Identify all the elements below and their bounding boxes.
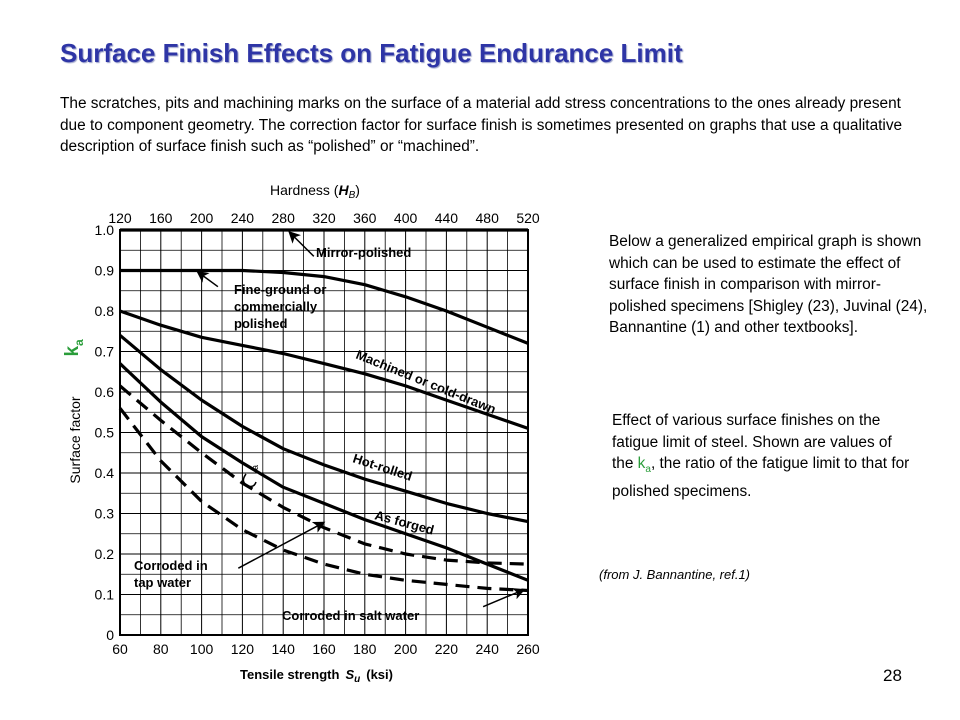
y-tick-label: 0 — [106, 627, 114, 643]
citation: (from J. Bannantine, ref.1) — [599, 567, 751, 582]
page-number: 28 — [883, 666, 902, 685]
hardness-tick-label: 200 — [190, 210, 214, 226]
hardness-tick-label: 480 — [476, 210, 500, 226]
label-salt-water: Corroded in salt water — [282, 608, 419, 623]
x-axis-title: Tensile strength Su (ksi) — [240, 667, 393, 685]
series-machined-or-cold-drawn — [119, 309, 529, 430]
slide-title: Surface Finish Effects on Fatigue Endura… — [60, 38, 683, 68]
caption-k: k — [637, 455, 646, 472]
label-tap-water-1: Corroded in — [134, 558, 208, 573]
y-tick-label: 0.5 — [95, 425, 115, 441]
figure-caption: Effect of various surface finishes on th… — [612, 410, 912, 502]
x-tick-label: 200 — [394, 641, 418, 657]
caption-a: a — [645, 464, 651, 476]
x-tick-label: 240 — [476, 641, 500, 657]
annotation-arrows — [196, 230, 526, 608]
arrow-mirror-polished — [288, 230, 315, 257]
y-axis-title: Surface factor — [67, 396, 83, 483]
arrow-tap-water — [237, 521, 326, 569]
label-fine-ground-2: commercially — [234, 299, 318, 314]
y-tick-label: 0.6 — [95, 384, 115, 400]
x-tick-label: 60 — [112, 641, 128, 657]
x-tick-label: 180 — [353, 641, 377, 657]
x-tick-label: 260 — [516, 641, 540, 657]
ka-marker-curl — [242, 473, 257, 488]
y-tick-label: 0.7 — [95, 344, 115, 360]
hardness-tick-label: 320 — [312, 210, 336, 226]
series-corroded-in-salt-water — [118, 407, 529, 593]
x-tick-label: 220 — [435, 641, 459, 657]
hardness-tick-labels: 120 160 200 240 280 320 360 400 440 480 520 — [108, 210, 540, 226]
ka-marker-label: a — [250, 465, 260, 470]
series-hot-rolled — [118, 334, 529, 524]
x-tick-label: 140 — [272, 641, 296, 657]
y-tick-labels: 0 0.1 0.2 0.3 0.4 0.5 0.6 0.7 0.8 0.9 1.0 — [95, 222, 115, 643]
intro-paragraph: The scratches, pits and machining marks … — [60, 95, 903, 155]
x-tick-label: 100 — [190, 641, 214, 657]
hardness-tick-label: 400 — [394, 210, 418, 226]
caption-text-start: Effect of various surface finishes on th… — [612, 412, 892, 472]
hardness-tick-label: 240 — [231, 210, 255, 226]
series-fine-ground-or-commercially-polished — [120, 268, 529, 345]
hardness-tick-label: 120 — [108, 210, 132, 226]
y-tick-label: 0.2 — [95, 546, 115, 562]
label-fine-ground-3: polished — [234, 316, 288, 331]
hardness-tick-label: 520 — [516, 210, 540, 226]
caption-text-end: , the ratio of the fatigue limit to that… — [612, 455, 910, 500]
x-tick-labels: 60 80 100 120 140 160 180 200 220 240 260 — [112, 641, 540, 657]
label-fine-ground-1: Fine-ground or — [234, 282, 326, 297]
y-tick-label: 0.3 — [95, 506, 115, 522]
hardness-tick-label: 440 — [435, 210, 459, 226]
hardness-tick-label: 160 — [149, 210, 173, 226]
arrow-salt-water — [482, 588, 526, 608]
hardness-tick-label: 360 — [353, 210, 377, 226]
x-tick-label: 80 — [153, 641, 169, 657]
label-mirror-polished: Mirror-polished — [316, 245, 411, 260]
x-tick-label: 120 — [231, 641, 255, 657]
top-axis-title: Hardness (HB) — [270, 182, 360, 201]
y-tick-label: 0.4 — [95, 465, 115, 481]
y-tick-label: 1.0 — [95, 222, 115, 238]
label-tap-water-2: tap water — [134, 575, 191, 590]
y-tick-label: 0.1 — [95, 587, 115, 603]
hardness-tick-label: 280 — [272, 210, 296, 226]
caption-ka-symbol: ka — [637, 455, 651, 476]
y-tick-label: 0.9 — [95, 263, 115, 279]
y-tick-label: 0.8 — [95, 303, 115, 319]
arrow-fine-ground — [196, 270, 219, 288]
series-as-forged — [118, 362, 529, 582]
x-tick-label: 160 — [312, 641, 336, 657]
side-description: Below a generalized empirical graph is s… — [609, 233, 928, 336]
